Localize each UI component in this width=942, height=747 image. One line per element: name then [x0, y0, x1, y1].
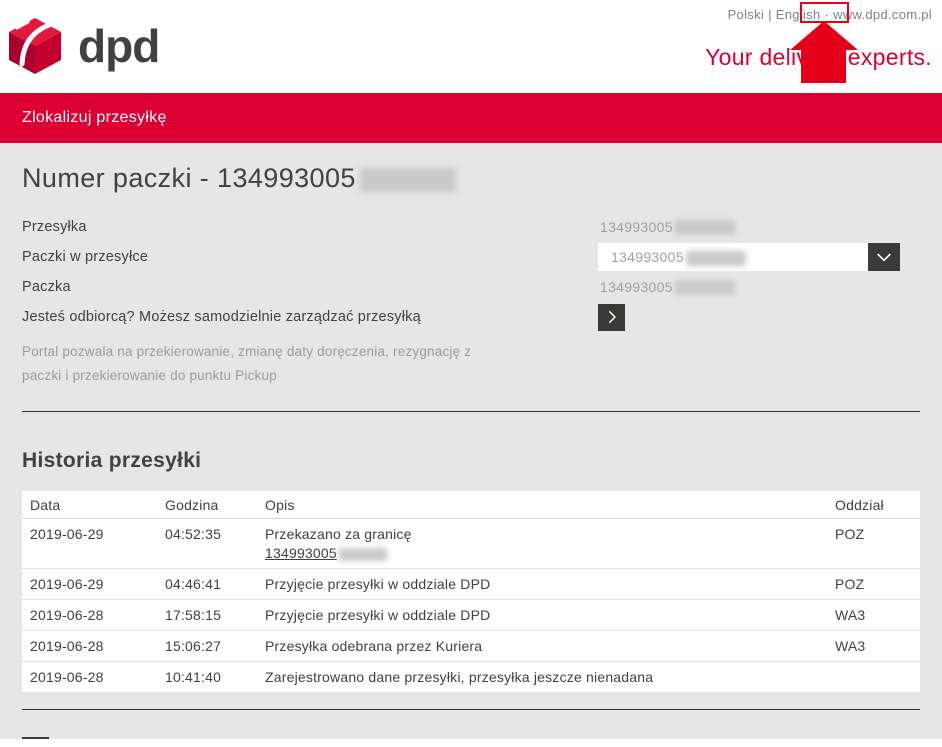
- redacted-shipment-number: [674, 219, 735, 235]
- event-branch: POZ: [827, 518, 920, 570]
- event-date: 2019-06-29: [22, 568, 157, 601]
- event-time: 04:52:35: [157, 518, 257, 570]
- search-again-button[interactable]: [22, 737, 49, 739]
- event-description: Przesyłka odebrana przez Kuriera: [257, 630, 827, 663]
- column-header-date: Data: [22, 491, 157, 520]
- manage-parcel-button[interactable]: [598, 303, 625, 331]
- redacted-parcel-select-number: [685, 250, 746, 266]
- event-branch: [827, 662, 920, 693]
- event-description: Przyjęcie przesyłki w oddziale DPD: [257, 568, 827, 601]
- form-row-recipient: Jesteś odbiorcą? Możesz samodzielnie zar…: [22, 302, 920, 332]
- history-row: 2019-06-28 10:41:40 Zarejestrowano dane …: [22, 662, 920, 693]
- search-again-row: Wyszukaj ponownie: [22, 737, 920, 739]
- parcel-number-link[interactable]: 134993005: [265, 545, 337, 562]
- website-link[interactable]: www.dpd.com.pl: [833, 7, 932, 22]
- chevron-right-icon: [608, 311, 616, 323]
- event-date: 2019-06-28: [30, 669, 104, 686]
- parcel-label: Paczka: [22, 279, 71, 295]
- form-row-shipment: Przesyłka 134993005: [22, 212, 920, 242]
- column-header-branch: Oddział: [827, 491, 920, 520]
- event-date: 2019-06-28: [22, 599, 157, 632]
- section-banner: Zlokalizuj przesyłkę: [0, 93, 942, 143]
- dot-separator: ·: [824, 7, 830, 22]
- form-row-parcels: Paczki w przesyłce 134993005: [22, 242, 920, 272]
- parcel-select-value: 134993005: [598, 243, 868, 271]
- form-row-parcel: Paczka 134993005: [22, 272, 920, 302]
- language-separator: |: [768, 7, 772, 22]
- column-header-description: Opis: [257, 491, 827, 520]
- redacted-link-number: [338, 548, 387, 562]
- event-time: 17:58:15: [157, 599, 257, 632]
- parcels-label: Paczki w przesyłce: [22, 249, 149, 265]
- event-branch: WA3: [827, 599, 920, 632]
- language-bar: Polski | English · www.dpd.com.pl: [728, 7, 932, 22]
- redacted-parcel-number: [359, 167, 456, 192]
- language-link-english[interactable]: English: [775, 7, 821, 22]
- tagline-text: Your delivery experts.: [705, 44, 932, 70]
- history-row: 2019-06-29 04:52:35 Przekazano za granic…: [22, 518, 920, 570]
- history-row: 2019-06-28 15:06:27 Przesyłka odebrana p…: [22, 630, 920, 663]
- history-row: 2019-06-29 04:46:41 Przyjęcie przesyłki …: [22, 568, 920, 601]
- recipient-question-label: Jesteś odbiorcą? Możesz samodzielnie zar…: [22, 309, 421, 325]
- banner-title: Zlokalizuj przesyłkę: [22, 109, 167, 126]
- event-branch: WA3: [827, 630, 920, 663]
- event-description: Zarejestrowano dane przesyłki, przesyłka…: [265, 669, 654, 686]
- event-description: Przekazano za granicę 134993005: [257, 518, 827, 570]
- event-branch: POZ: [827, 568, 920, 601]
- event-date: 2019-06-29: [22, 518, 157, 570]
- dpd-logo-text: dpd: [78, 20, 160, 72]
- parcel-select-dropdown-button[interactable]: [868, 243, 900, 271]
- page-header: dpd Polski | English · www.dpd.com.pl Your d…: [0, 0, 942, 93]
- section-divider-top: [22, 411, 920, 413]
- parcel-select[interactable]: 134993005: [598, 243, 900, 271]
- chevron-down-icon: [877, 253, 891, 262]
- page-title: Numer paczki - 134993005: [22, 143, 920, 194]
- event-date: 2019-06-28: [22, 630, 157, 663]
- shipment-value: 134993005: [600, 219, 673, 235]
- event-time: 15:06:27: [157, 630, 257, 663]
- history-table: Data Godzina Opis Oddział 2019-06-29 04:…: [22, 491, 920, 693]
- event-description: Przyjęcie przesyłki w oddziale DPD: [257, 599, 827, 632]
- main-content: Numer paczki - 134993005 Przesyłka 13499…: [0, 143, 942, 739]
- redacted-parcel-id: [674, 279, 735, 295]
- history-header-row: Data Godzina Opis Oddział: [22, 491, 920, 520]
- parcel-summary-form: Przesyłka 134993005 Paczki w przesyłce 1…: [22, 212, 920, 332]
- event-time: 10:41:40: [165, 669, 222, 686]
- history-title: Historia przesyłki: [22, 449, 202, 473]
- dpd-logo[interactable]: dpd: [8, 16, 160, 76]
- portal-help-text: Portal pozwala na przekierowanie, zmianę…: [22, 344, 472, 383]
- event-time: 04:46:41: [157, 568, 257, 601]
- shipment-label: Przesyłka: [22, 219, 87, 235]
- parcel-value: 134993005: [600, 279, 673, 295]
- column-header-time: Godzina: [157, 491, 257, 520]
- history-row: 2019-06-28 17:58:15 Przyjęcie przesyłki …: [22, 599, 920, 632]
- language-link-polski[interactable]: Polski: [727, 7, 765, 22]
- dpd-cube-icon: [9, 18, 61, 74]
- section-divider-bottom: [22, 709, 920, 711]
